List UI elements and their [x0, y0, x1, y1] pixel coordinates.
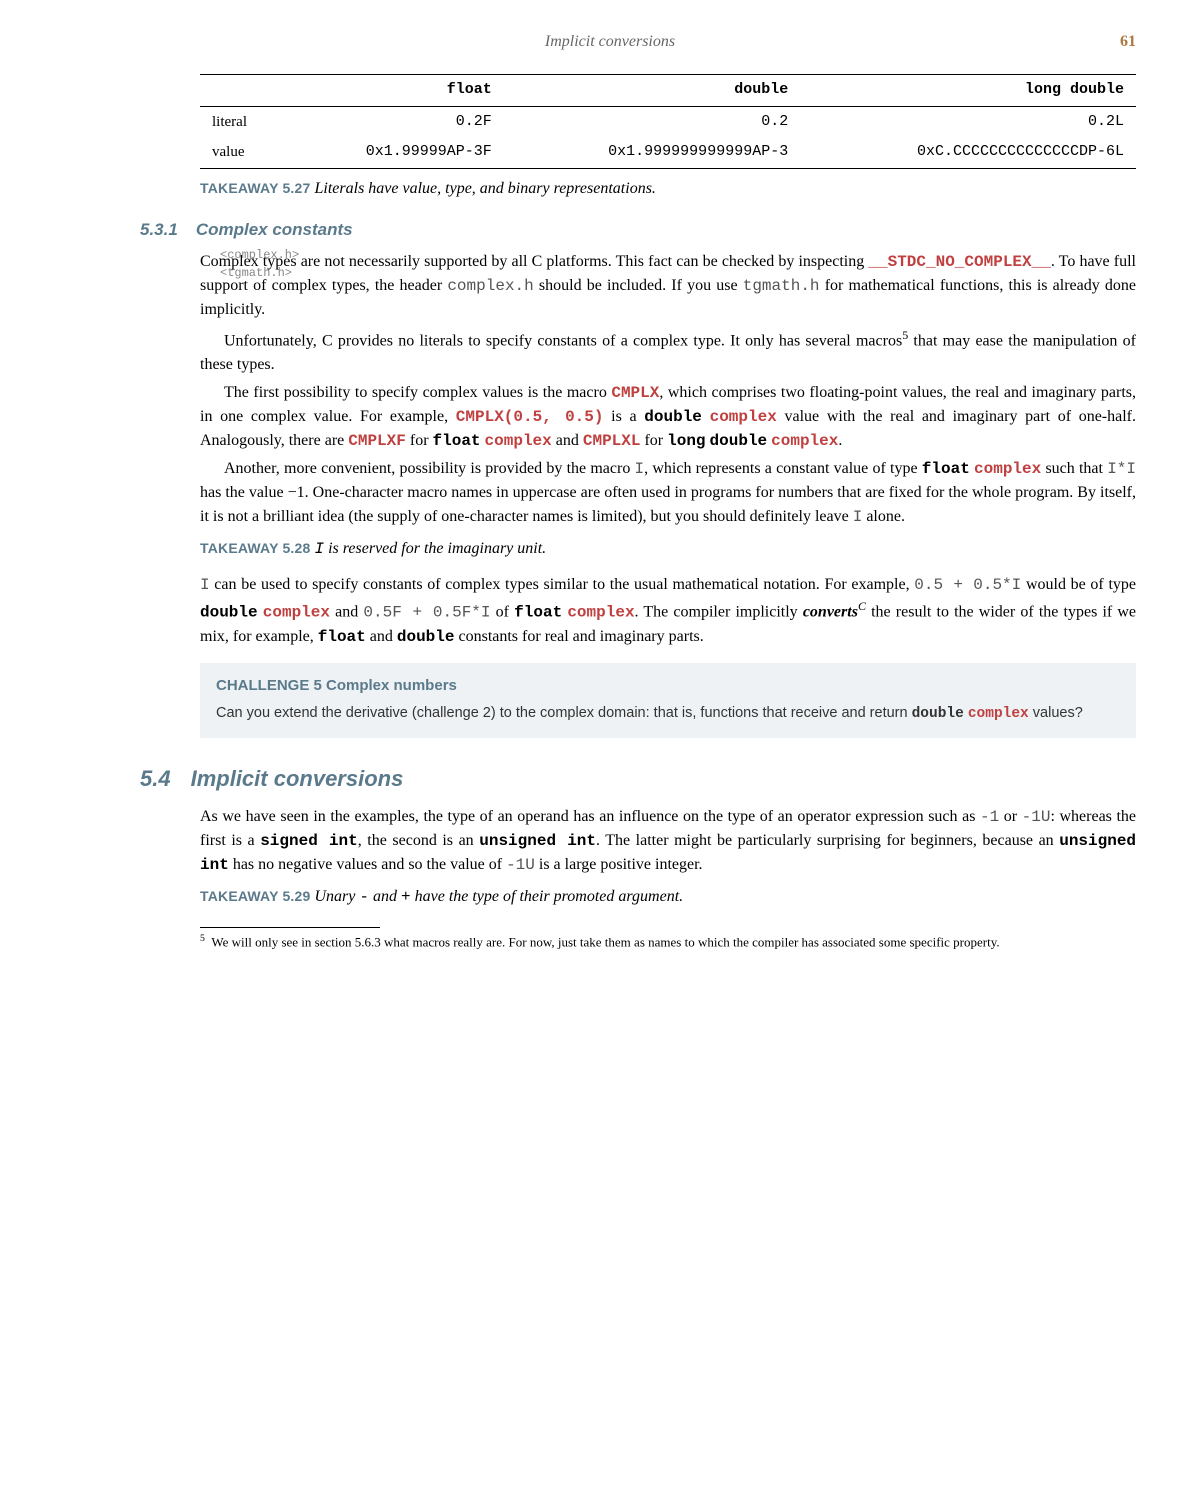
- macro-I: I: [315, 540, 325, 558]
- literals-table: float double long double literal 0.2F 0.…: [200, 74, 1136, 169]
- code-cmplx-call: CMPLX(0.5, 0.5): [456, 408, 604, 426]
- takeaway-5-28: TAKEAWAY 5.28 I is reserved for the imag…: [200, 537, 1136, 561]
- footnote-rule: [200, 927, 380, 928]
- macro-I: I: [200, 576, 210, 594]
- converts: converts: [803, 604, 858, 621]
- cell: 0.2: [504, 106, 800, 137]
- footnote-number: 5: [200, 933, 205, 944]
- cell: 0.2L: [800, 106, 1136, 137]
- cell: 0.2F: [286, 106, 504, 137]
- macro-I: I: [853, 508, 863, 526]
- margin-header-tgmath: <tgmath.h>: [220, 264, 340, 282]
- takeaway-5-27: TAKEAWAY 5.27 Literals have value, type,…: [200, 177, 1136, 201]
- kw-complex: complex: [263, 604, 330, 622]
- row-label: literal: [200, 106, 286, 137]
- footnote-text: We will only see in section 5.6.3 what m…: [211, 934, 999, 949]
- section-number: 5.3.1: [140, 217, 178, 243]
- kw-signed-int: signed int: [260, 832, 358, 850]
- para-3: The first possibility to specify complex…: [200, 381, 1136, 453]
- th-longdouble: long double: [800, 75, 1136, 107]
- takeaway-5-29: TAKEAWAY 5.29 Unary - and + have the typ…: [200, 885, 1136, 909]
- challenge-title: CHALLENGE 5 Complex numbers: [216, 675, 1120, 698]
- kw-double: double: [912, 706, 964, 722]
- code-IstarI: I*I: [1107, 460, 1136, 478]
- takeaway-text: is reserved for the imaginary unit.: [324, 540, 546, 557]
- kw-double: double: [644, 408, 702, 426]
- takeaway-label: TAKEAWAY 5.27: [200, 180, 311, 196]
- section-number: 5.4: [140, 762, 171, 795]
- kw-complex: complex: [567, 604, 634, 622]
- op-plus: +: [401, 888, 411, 906]
- th-float: float: [286, 75, 504, 107]
- running-title: Implicit conversions: [100, 30, 1120, 54]
- section-5-4: 5.4 Implicit conversions: [200, 762, 1136, 795]
- kw-unsigned-int: unsigned int: [479, 832, 596, 850]
- kw-complex: complex: [974, 460, 1041, 478]
- kw-double: double: [200, 604, 258, 622]
- kw-long: long: [667, 432, 705, 450]
- page-header: Implicit conversions 61: [60, 30, 1136, 54]
- para-2: Unfortunately, C provides no literals to…: [200, 326, 1136, 377]
- kw-complex: complex: [771, 432, 838, 450]
- takeaway-label: TAKEAWAY 5.28: [200, 540, 311, 556]
- kw-double: double: [710, 432, 768, 450]
- para-4: Another, more convenient, possibility is…: [200, 457, 1136, 529]
- para-1: Complex types are not necessarily suppor…: [200, 250, 1136, 322]
- macro-stdc: __STDC_NO_COMPLEX__: [868, 253, 1050, 271]
- para-6: As we have seen in the examples, the typ…: [200, 805, 1136, 877]
- margin-header-complex: <complex.h>: [220, 246, 340, 264]
- th-blank: [200, 75, 286, 107]
- code-ex2: 0.5F + 0.5F*I: [363, 604, 490, 622]
- op-minus: -: [359, 888, 369, 906]
- macro-cmplx: CMPLX: [611, 384, 659, 402]
- macro-I: I: [635, 460, 645, 478]
- macro-cmplxf: CMPLXF: [348, 432, 406, 450]
- kw-complex: complex: [485, 432, 552, 450]
- kw-float: float: [514, 604, 562, 622]
- code-neg1u: -1U: [1022, 808, 1051, 826]
- cell: 0x1.99999AP-3F: [286, 137, 504, 168]
- challenge-text: Can you extend the derivative (challenge…: [216, 703, 1120, 726]
- section-title: Implicit conversions: [191, 762, 404, 795]
- macro-cmplxl: CMPLXL: [583, 432, 641, 450]
- sup-C: C: [858, 599, 866, 613]
- header-tgmath: tgmath.h: [743, 277, 820, 295]
- row-label: value: [200, 137, 286, 168]
- code-neg1u: -1U: [506, 856, 535, 874]
- kw-complex: complex: [968, 706, 1029, 722]
- cell: 0xC.CCCCCCCCCCCCCCDP-6L: [800, 137, 1136, 168]
- kw-float: float: [318, 628, 366, 646]
- code-ex1: 0.5 + 0.5*I: [914, 576, 1021, 594]
- kw-double: double: [397, 628, 455, 646]
- kw-float: float: [922, 460, 970, 478]
- page-number: 61: [1120, 30, 1136, 54]
- takeaway-label: TAKEAWAY 5.29: [200, 888, 311, 904]
- kw-complex: complex: [710, 408, 777, 426]
- challenge-5: CHALLENGE 5 Complex numbers Can you exte…: [200, 663, 1136, 738]
- section-5-3-1: 5.3.1 Complex constants: [200, 217, 1136, 243]
- kw-float: float: [433, 432, 481, 450]
- section-title: Complex constants: [196, 217, 353, 243]
- table-row: literal 0.2F 0.2 0.2L: [200, 106, 1136, 137]
- header-complex: complex.h: [447, 277, 533, 295]
- takeaway-text: Literals have value, type, and binary re…: [315, 180, 656, 197]
- code-neg1: -1: [980, 808, 999, 826]
- th-double: double: [504, 75, 800, 107]
- footnote-5: 5 We will only see in section 5.6.3 what…: [200, 932, 1136, 952]
- margin-note: <complex.h> <tgmath.h>: [220, 246, 340, 282]
- para-5: I can be used to specify constants of co…: [200, 573, 1136, 648]
- cell: 0x1.999999999999AP-3: [504, 137, 800, 168]
- table-row: value 0x1.99999AP-3F 0x1.999999999999AP-…: [200, 137, 1136, 168]
